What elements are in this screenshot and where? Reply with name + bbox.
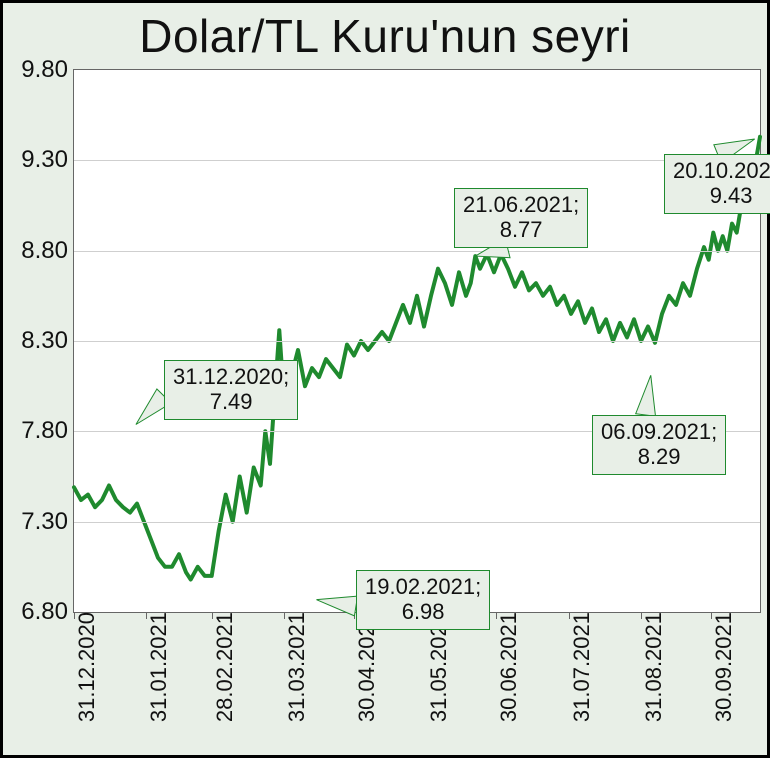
gridline [74, 160, 760, 161]
x-tick-label: 31.03.2021 [278, 612, 310, 722]
callout-value: 7.49 [173, 389, 289, 414]
y-tick-label: 7.30 [21, 508, 74, 536]
x-tick-label: 28.02.2021 [206, 612, 238, 722]
x-tick-label: 31.07.2021 [563, 612, 595, 722]
callout-value: 8.77 [463, 217, 579, 242]
x-tick-label: 30.09.2021 [705, 612, 737, 722]
callout-date: 19.02.2021; [365, 574, 481, 599]
y-tick-label: 9.80 [21, 56, 74, 84]
x-tick-label: 30.06.2021 [490, 612, 522, 722]
callout: 06.09.2021;8.29 [592, 415, 726, 475]
callout-date: 31.12.2020; [173, 364, 289, 389]
plot-area: 6.807.307.808.308.809.309.8031.12.202031… [73, 69, 761, 613]
x-tick-label: 31.08.2021 [635, 612, 667, 722]
callout-date: 06.09.2021; [601, 419, 717, 444]
callout: 21.06.2021;8.77 [454, 188, 588, 248]
y-tick-label: 7.80 [21, 417, 74, 445]
gridline [74, 341, 760, 342]
x-tick-label: 31.12.2020 [68, 612, 100, 722]
gridline [74, 522, 760, 523]
y-tick-label: 8.80 [21, 237, 74, 265]
callout: 31.12.2020;7.49 [164, 360, 298, 420]
chart-frame: Dolar/TL Kuru'nun seyri 6.807.307.808.30… [0, 0, 770, 758]
y-tick-label: 6.80 [21, 598, 74, 626]
callout-date: 21.06.2021; [463, 192, 579, 217]
callout: 19.02.2021;6.98 [356, 570, 490, 630]
callout-value: 6.98 [365, 599, 481, 624]
callout-date: 20.10.2021; [673, 158, 770, 183]
x-tick-label: 31.01.2021 [140, 612, 172, 722]
chart-title: Dolar/TL Kuru'nun seyri [3, 9, 767, 63]
callout: 20.10.2021;9.43 [664, 154, 770, 214]
callout-value: 9.43 [673, 183, 770, 208]
y-tick-label: 9.30 [21, 146, 74, 174]
callout-value: 8.29 [601, 444, 717, 469]
y-tick-label: 8.30 [21, 327, 74, 355]
gridline [74, 251, 760, 252]
